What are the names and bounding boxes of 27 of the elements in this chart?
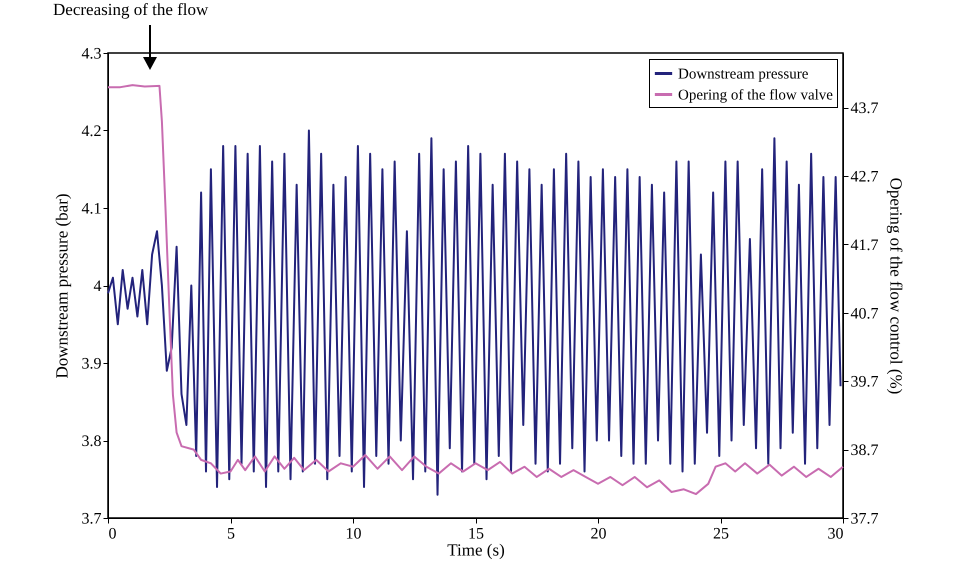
text: Decreasing of the flow	[53, 0, 210, 19]
x-tick-label: 30	[828, 526, 844, 542]
y2-tick-label: 43.7	[850, 100, 878, 118]
y-tick-label: 3.8	[82, 433, 102, 450]
x-tick-label: 10	[346, 526, 362, 542]
y2-tick-label: 42.7	[850, 168, 878, 186]
x-tick-label: 15	[468, 526, 484, 542]
x-tick-label: 0	[108, 526, 116, 542]
y-axis-title: Downstream pressure (bar)	[52, 193, 72, 379]
y-tick-label: 3.7	[82, 510, 102, 528]
legend-label: Opering of the flow valve	[678, 88, 834, 104]
y-tick-label: 3.9	[82, 356, 102, 372]
y2-axis-title: Opering of the flow control (%)	[886, 178, 906, 394]
y2-tick-label: 39.7	[850, 374, 878, 391]
y-tick-label: 4.1	[82, 200, 102, 218]
y-tick-label: 4.3	[82, 46, 102, 62]
x-tick-label: 25	[713, 526, 729, 542]
x-tick-label: 20	[590, 526, 606, 542]
legend-label: Downstream pressure	[678, 66, 809, 82]
y2-tick-label: 37.7	[850, 510, 878, 528]
y-tick-label: 4	[94, 278, 102, 295]
y2-tick-label: 41.7	[850, 236, 878, 254]
y2-tick-label: 40.7	[850, 305, 878, 322]
y-tick-label: 4.2	[82, 123, 102, 140]
y2-tick-label: 38.7	[850, 442, 878, 460]
x-axis-title: Time (s)	[447, 540, 505, 560]
x-tick-label: 5	[227, 526, 235, 542]
